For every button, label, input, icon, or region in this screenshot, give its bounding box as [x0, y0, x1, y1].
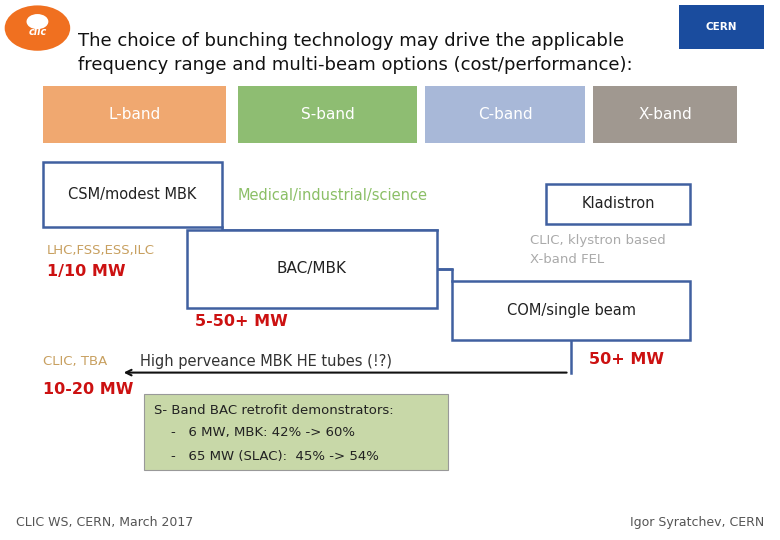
FancyBboxPatch shape [452, 281, 690, 340]
FancyBboxPatch shape [546, 184, 690, 224]
FancyBboxPatch shape [425, 86, 585, 143]
Text: Kladistron: Kladistron [581, 197, 655, 211]
Text: Igor Syratchev, CERN: Igor Syratchev, CERN [630, 516, 764, 529]
Text: 1/10 MW: 1/10 MW [47, 264, 126, 279]
Text: X-band: X-band [638, 107, 692, 122]
Text: BAC/MBK: BAC/MBK [277, 261, 347, 276]
FancyBboxPatch shape [679, 5, 764, 49]
Text: CLIC, TBA: CLIC, TBA [43, 355, 107, 368]
Text: L-band: L-band [108, 107, 161, 122]
Text: COM/single beam: COM/single beam [507, 303, 636, 318]
Circle shape [5, 5, 70, 51]
Text: 10-20 MW: 10-20 MW [43, 382, 133, 397]
Circle shape [27, 14, 48, 29]
Text: The choice of bunching technology may drive the applicable: The choice of bunching technology may dr… [78, 32, 624, 50]
Text: 50+ MW: 50+ MW [589, 352, 664, 367]
Text: High perveance MBK HE tubes (!?): High perveance MBK HE tubes (!?) [140, 354, 392, 369]
Text: CSM/modest MBK: CSM/modest MBK [69, 187, 197, 202]
FancyBboxPatch shape [43, 162, 222, 227]
Text: CERN: CERN [706, 22, 737, 32]
FancyBboxPatch shape [593, 86, 737, 143]
Text: S- Band BAC retrofit demonstrators:: S- Band BAC retrofit demonstrators: [154, 404, 393, 417]
Text: S-band: S-band [301, 107, 354, 122]
Text: frequency range and multi-beam options (cost/performance):: frequency range and multi-beam options (… [78, 56, 633, 74]
Text: CLIC, klystron based
X-band FEL: CLIC, klystron based X-band FEL [530, 234, 666, 266]
Text: clic: clic [28, 28, 47, 37]
Text: Medical/industrial/science: Medical/industrial/science [238, 188, 428, 203]
FancyBboxPatch shape [238, 86, 417, 143]
Text: LHC,FSS,ESS,ILC: LHC,FSS,ESS,ILC [47, 244, 154, 256]
FancyBboxPatch shape [144, 394, 448, 470]
Text: 5-50+ MW: 5-50+ MW [195, 314, 288, 329]
Text: C-band: C-band [477, 107, 533, 122]
Text: -   6 MW, MBK: 42% -> 60%: - 6 MW, MBK: 42% -> 60% [154, 426, 355, 438]
FancyBboxPatch shape [187, 230, 437, 308]
FancyBboxPatch shape [43, 86, 226, 143]
Text: -   65 MW (SLAC):  45% -> 54%: - 65 MW (SLAC): 45% -> 54% [154, 450, 378, 463]
Text: CLIC WS, CERN, March 2017: CLIC WS, CERN, March 2017 [16, 516, 193, 529]
